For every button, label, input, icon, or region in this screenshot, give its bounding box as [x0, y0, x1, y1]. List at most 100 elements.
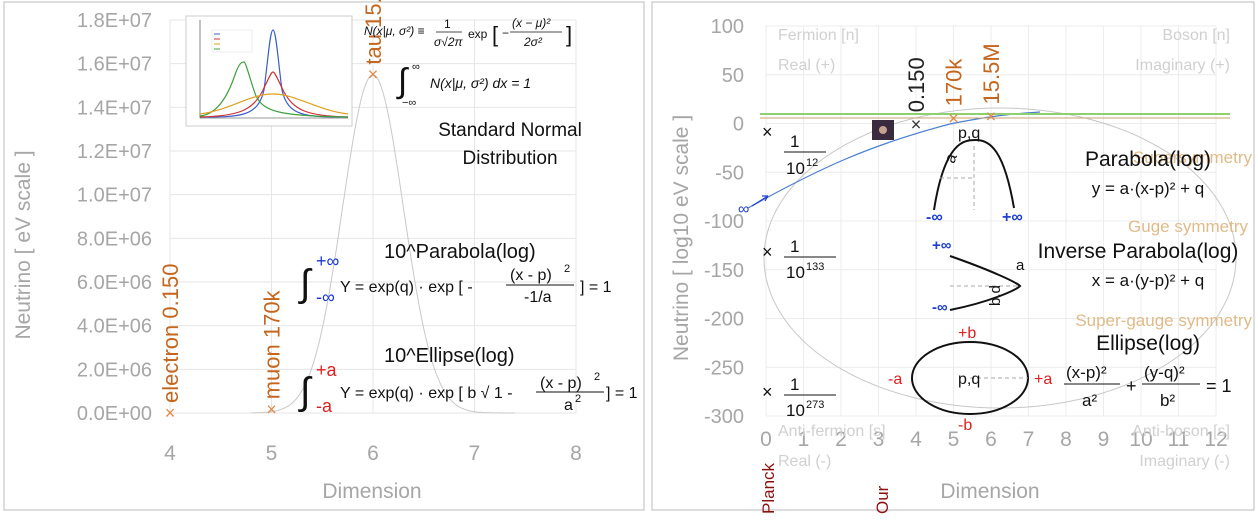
left-x-tick-labels: 4 5 6 7 8 — [164, 442, 582, 465]
ellipse-center: p,q — [958, 371, 980, 388]
ellipse-t2-den: b² — [1160, 391, 1175, 410]
inset-curve-red — [199, 71, 349, 118]
parabola-eq-left: Y = exp(q) · exp [ - — [340, 279, 473, 296]
x-tick-label: 10 — [1129, 428, 1152, 451]
y-tick-label: 1.2E+07 — [77, 141, 152, 163]
scale-den: 10 — [786, 263, 805, 282]
y-tick-label: -300 — [704, 406, 744, 428]
formula-text: [ — [492, 22, 498, 47]
ellipse-title: 10^Ellipse(log) — [384, 345, 515, 367]
x-tick-label: 8 — [570, 442, 582, 465]
scale-label: × 1 10 273 — [762, 375, 836, 420]
x-tick-label: 9 — [1098, 428, 1110, 451]
left-y-axis-label: Neutrino [ eV scale ] — [12, 150, 35, 339]
x-tick-label: 7 — [469, 442, 481, 465]
scale-exp: 12 — [806, 157, 818, 169]
y-tick-label: 1.6E+07 — [77, 54, 152, 76]
data-point-marker: × — [948, 108, 959, 128]
formula-text: exp — [468, 27, 488, 41]
x-tick-label: 4 — [164, 442, 176, 465]
right-y-tick-labels: 100 50 0 -50 -100 -150 -200 -250 -300 — [704, 16, 744, 428]
inverse-eq: x = a·(y-p)² + q — [1092, 271, 1204, 290]
y-tick-label: 8.0E+06 — [77, 228, 152, 250]
ellipse-t2-num: (y-q)² — [1144, 363, 1185, 382]
upper-bound-a: +a — [316, 360, 338, 380]
x-tick-label: 6 — [367, 442, 379, 465]
right-grid — [765, 25, 1217, 417]
x-tick-label: 5 — [948, 428, 960, 451]
mark-x: × — [762, 122, 773, 142]
scale-num: 1 — [790, 237, 799, 256]
y-tick-label: 4.0E+06 — [77, 316, 152, 338]
x-tick-label: 1 — [798, 428, 810, 451]
formula-text: σ√2π — [434, 35, 463, 49]
right-y-axis-label: Neutrino [ log10 eV scale ] — [670, 115, 693, 361]
ellipse-eq-right: ] = 1 — [606, 385, 638, 402]
x-tick-label: 5 — [266, 442, 278, 465]
ellipse-right: +a — [1034, 371, 1052, 388]
left-data-points: ×electron 0.150×muon 170k×tau 15.5M — [158, 0, 386, 423]
scale-den: 10 — [786, 401, 805, 420]
scale-exp: 133 — [806, 261, 824, 273]
y-tick-label: 100 — [711, 16, 744, 38]
symmetry-label: Super-gauge symmetry — [1075, 311, 1252, 330]
data-point-label: muon 170k — [260, 289, 285, 399]
x-tick-label: 7 — [1023, 428, 1035, 451]
neg-inf-label: ∞ — [738, 201, 749, 218]
inset-curve-orange — [199, 93, 349, 115]
integral-sign: ∫ — [298, 263, 313, 305]
ellipse-numerator: (x - p) — [540, 375, 582, 392]
corner-label: Real (-) — [778, 453, 831, 470]
parabola-right: +∞ — [1002, 209, 1023, 226]
x-tick-label: 8 — [1060, 428, 1072, 451]
y-tick-label: 6.0E+06 — [77, 272, 152, 294]
corner-label: Imaginary (+) — [1135, 57, 1230, 74]
left-y-tick-labels: 0.0E+00 2.0E+06 4.0E+06 6.0E+06 8.0E+06 1.0E+… — [77, 10, 152, 425]
right-data-points: ×0.150×170k×15.5M — [904, 43, 1004, 134]
data-point-label: 170k — [942, 58, 967, 107]
inset-normal-plot — [185, 15, 353, 127]
scale-den: 10 — [786, 159, 805, 178]
data-point-marker: × — [986, 106, 997, 126]
formula-text: ∞ — [412, 61, 420, 73]
ellipse-denominator: a — [564, 397, 573, 414]
parabola-eq-right: ] = 1 — [580, 279, 612, 296]
y-tick-label: 0 — [733, 114, 744, 136]
y-tick-label: 50 — [722, 65, 744, 87]
parabola-title: Parabola(log) — [1085, 148, 1211, 171]
scale-label: × 1 10 12 — [762, 122, 826, 178]
parabola-vertex: p,q — [958, 125, 980, 142]
y-tick-label: 1.8E+07 — [77, 10, 152, 32]
inverse-bottom: -∞ — [932, 299, 948, 316]
y-tick-label: -250 — [704, 357, 744, 379]
y-tick-label: 0.0E+00 — [77, 403, 152, 425]
corner-label: Fermion [n] — [778, 27, 859, 44]
gaussian-curve — [251, 74, 516, 414]
mark-x: × — [762, 242, 773, 262]
y-tick-label: 1.4E+07 — [77, 97, 152, 119]
superscript-2: 2 — [594, 371, 600, 383]
left-chart-frame — [3, 1, 645, 511]
x-tick-label: 4 — [910, 428, 922, 451]
ellipse-plus: + — [1126, 376, 1137, 396]
formula-text: − — [502, 26, 509, 40]
ellipse-top: +b — [958, 325, 976, 342]
formula-text: N(x|μ, σ²) ≡ — [364, 24, 425, 38]
inverse-top: +∞ — [932, 237, 952, 254]
scale-label: × 1 10 133 — [762, 237, 836, 282]
std-normal-line1: Standard Normal — [438, 120, 582, 141]
data-point-marker: × — [266, 399, 277, 419]
ellipse-title: Ellipse(log) — [1096, 332, 1200, 355]
arrow-icon — [751, 195, 769, 207]
formula-text: −∞ — [402, 97, 416, 109]
corner-label: Boson [n] — [1162, 27, 1230, 44]
formula-text: (x − μ)² — [512, 16, 551, 30]
formula-text: 2σ² — [523, 35, 543, 49]
inverse-a: a — [1016, 257, 1025, 274]
data-point-marker: × — [368, 65, 379, 85]
data-point-label: tau 15.5M — [361, 0, 386, 65]
superscript-2: 2 — [575, 393, 581, 405]
y-tick-label: -100 — [704, 211, 744, 233]
corner-label: Anti-boson [s] — [1132, 423, 1230, 440]
y-tick-label: -200 — [704, 309, 744, 331]
